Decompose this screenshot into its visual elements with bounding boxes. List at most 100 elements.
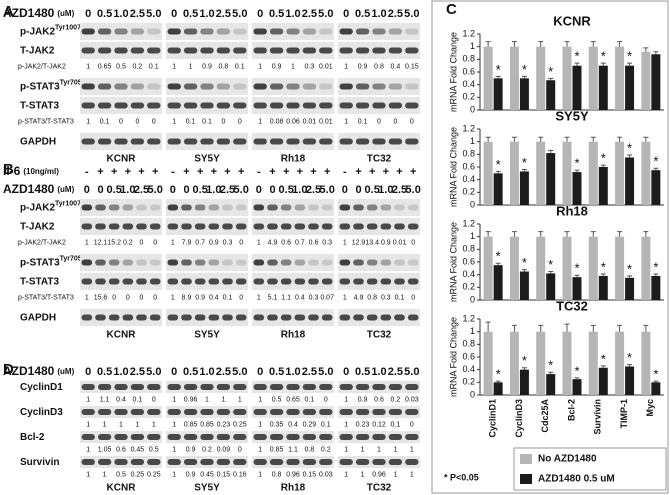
blot-background bbox=[338, 309, 420, 326]
bar bbox=[536, 46, 546, 110]
dose-label: 1.0 bbox=[113, 366, 128, 378]
blot-band bbox=[394, 278, 405, 285]
protein-name: Bcl-2 bbox=[20, 432, 45, 443]
legend-label: No AZD1480 bbox=[538, 454, 597, 465]
ratio-value: 0 bbox=[152, 396, 156, 403]
ratio-value: 0.1 bbox=[321, 421, 331, 428]
dose-label: 0 bbox=[183, 184, 189, 196]
blot-band bbox=[167, 102, 181, 109]
blot-band bbox=[130, 409, 145, 415]
ratio-value: 1 bbox=[172, 63, 176, 70]
ratio-value: 0.07 bbox=[320, 294, 334, 301]
blot-band bbox=[339, 259, 351, 266]
blot-band bbox=[405, 47, 419, 54]
blot-band bbox=[321, 223, 333, 230]
ratio-value: 0 bbox=[140, 239, 144, 246]
cell-line-label: KCNR bbox=[107, 330, 137, 341]
y-axis-label: mRNA Fold Change bbox=[448, 222, 458, 302]
ratio-value: 1 bbox=[344, 396, 348, 403]
blot-band bbox=[114, 384, 128, 390]
x-tick-label: Survivin bbox=[593, 399, 603, 435]
ratio-value: 0.8 bbox=[219, 63, 229, 70]
blot-band bbox=[167, 259, 179, 266]
blot-band bbox=[380, 223, 392, 230]
x-tick-label: Cdc25A bbox=[540, 399, 550, 433]
ratio-value: 0.12 bbox=[372, 421, 386, 428]
dose-label: 0.5 bbox=[193, 184, 208, 196]
y-tick-label: 0.4 bbox=[462, 269, 475, 279]
blot-band bbox=[253, 102, 267, 109]
blot-band bbox=[183, 384, 198, 390]
ratio-value: 0.8 bbox=[305, 446, 315, 453]
blot-band bbox=[353, 223, 364, 230]
ratio-value: 0.85 bbox=[270, 446, 284, 453]
cell-line-label: Rh18 bbox=[281, 330, 306, 341]
treatment-name: AZD1480 bbox=[3, 182, 55, 196]
blot-band bbox=[286, 409, 300, 415]
panel-label: B bbox=[3, 161, 14, 178]
y-tick-label: 1.2 bbox=[462, 28, 475, 38]
bar bbox=[615, 46, 625, 110]
stimulus-sign: + bbox=[369, 166, 375, 178]
blot-band bbox=[147, 459, 161, 465]
ratio-value: 1 bbox=[258, 471, 262, 478]
ratio-value: 0.45 bbox=[131, 446, 145, 453]
blot-band bbox=[339, 204, 351, 211]
blot-band bbox=[122, 204, 134, 211]
blot-band bbox=[308, 278, 319, 285]
blot-band bbox=[233, 409, 247, 415]
blot-background bbox=[80, 254, 162, 271]
ratio-value: 1 bbox=[205, 396, 209, 403]
y-tick-label: 0 bbox=[470, 104, 475, 114]
blot-band bbox=[339, 459, 353, 465]
ratio-value: 0 bbox=[153, 239, 157, 246]
blot-band bbox=[233, 459, 247, 465]
blot-band bbox=[222, 204, 233, 211]
blot-band bbox=[405, 434, 419, 440]
ratio-value: 1.1 bbox=[281, 294, 291, 301]
panel-label: A bbox=[3, 3, 14, 20]
blot-band bbox=[81, 138, 95, 145]
ratio-value: 0.9 bbox=[186, 471, 196, 478]
ratio-value: 1 bbox=[258, 396, 262, 403]
error-bar bbox=[485, 41, 491, 47]
blot-band bbox=[286, 384, 300, 390]
blot-band bbox=[167, 83, 181, 90]
blot-band bbox=[355, 384, 370, 390]
blot-band bbox=[388, 138, 403, 145]
blot-band bbox=[81, 278, 93, 285]
legend-frame bbox=[513, 447, 667, 491]
bar bbox=[546, 153, 556, 205]
blot-band bbox=[200, 83, 214, 90]
blot-band bbox=[339, 102, 353, 109]
bar bbox=[641, 331, 651, 395]
blot-band bbox=[319, 47, 333, 54]
y-tick-label: 0.2 bbox=[462, 92, 475, 102]
blot-band bbox=[253, 384, 267, 390]
bar bbox=[509, 236, 519, 300]
blot-band bbox=[339, 47, 353, 54]
chart-title: TC32 bbox=[556, 298, 588, 313]
ratio-value: 0 bbox=[153, 294, 157, 301]
error-bar bbox=[495, 380, 501, 383]
blot-band bbox=[200, 102, 214, 109]
blot-band bbox=[339, 384, 353, 390]
blot-band bbox=[319, 459, 333, 465]
blot-band bbox=[339, 223, 351, 230]
bar bbox=[483, 141, 493, 205]
error-bar bbox=[485, 136, 491, 142]
protein-name: p-JAK2 bbox=[20, 202, 55, 213]
bar bbox=[572, 277, 582, 300]
protein-name: p-STAT3 bbox=[20, 257, 60, 268]
error-bar bbox=[590, 231, 596, 237]
blot-band bbox=[147, 409, 161, 415]
ratio-value: 1 bbox=[410, 446, 414, 453]
dose-label: 5.0 bbox=[146, 8, 161, 20]
blot-band bbox=[319, 384, 333, 390]
dose-label: 0 bbox=[257, 366, 263, 378]
blot-band bbox=[372, 28, 386, 35]
ratio-value: 0.1 bbox=[202, 118, 212, 125]
blot-band bbox=[235, 204, 247, 211]
ratio-value: 0 bbox=[239, 294, 243, 301]
cell-line-label: TC32 bbox=[367, 154, 392, 165]
